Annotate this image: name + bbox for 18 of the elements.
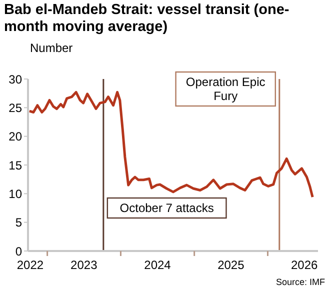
y-tick-label: 15 [8, 158, 22, 172]
line-series [28, 90, 314, 198]
ref-line-label: October 7 attacks [120, 201, 214, 215]
x-tick-label: 2023 [70, 258, 98, 272]
y-tick-label: 25 [8, 100, 22, 115]
y-tick-label: 5 [15, 216, 22, 230]
y-tick-label: 20 [8, 130, 22, 144]
source-note: Source: IMF [276, 277, 325, 287]
chart-title: Bab el-Mandeb Strait: vessel transit (one-month moving average) [4, 2, 290, 36]
y-axis-title: Number [30, 41, 73, 55]
y-tick-label: 0 [15, 244, 22, 258]
x-tick-label: 2024 [144, 258, 172, 272]
ref-line-label: Operation Epic Fury [186, 75, 266, 103]
x-tick-label: 2022 [16, 258, 44, 272]
x-tick-label: 2025 [218, 258, 245, 272]
y-tick-label: 30 [8, 72, 22, 86]
x-tick-label: 2026 [290, 258, 318, 272]
y-tick-label: 10 [8, 186, 22, 201]
